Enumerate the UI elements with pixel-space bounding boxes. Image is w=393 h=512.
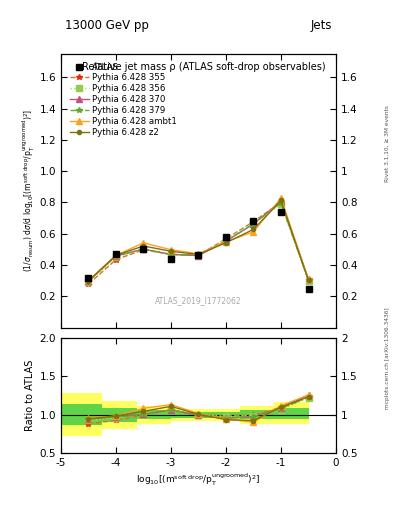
- ATLAS: [224, 234, 228, 240]
- Pythia 6.428 370: [251, 221, 256, 227]
- Text: 13000 GeV pp: 13000 GeV pp: [65, 19, 149, 32]
- Pythia 6.428 370: [114, 253, 118, 259]
- Pythia 6.428 z2: [279, 197, 283, 203]
- Pythia 6.428 370: [141, 246, 146, 252]
- Pythia 6.428 355: [114, 257, 118, 263]
- Pythia 6.428 356: [169, 251, 173, 258]
- Pythia 6.428 ambt1: [251, 229, 256, 235]
- ATLAS: [306, 286, 311, 292]
- Line: Pythia 6.428 355: Pythia 6.428 355: [86, 200, 311, 287]
- Text: Jets: Jets: [310, 19, 332, 32]
- Pythia 6.428 356: [279, 201, 283, 207]
- ATLAS: [251, 218, 256, 224]
- Pythia 6.428 ambt1: [196, 251, 201, 257]
- ATLAS: [114, 251, 118, 257]
- Pythia 6.428 z2: [251, 226, 256, 232]
- Pythia 6.428 ambt1: [114, 252, 118, 259]
- ATLAS: [169, 255, 173, 262]
- Pythia 6.428 379: [86, 278, 91, 284]
- Y-axis label: $(1/\sigma_{\rm resum})$ d$\sigma$/d log$_{10}$[(m$^{\rm soft\ drop}$/p$_{\rm T}: $(1/\sigma_{\rm resum})$ d$\sigma$/d log…: [20, 109, 37, 272]
- Pythia 6.428 z2: [224, 240, 228, 246]
- ATLAS: [141, 246, 146, 252]
- Pythia 6.428 z2: [196, 251, 201, 258]
- ATLAS: [196, 252, 201, 258]
- Pythia 6.428 370: [86, 278, 91, 284]
- Legend: ATLAS, Pythia 6.428 355, Pythia 6.428 356, Pythia 6.428 370, Pythia 6.428 379, P: ATLAS, Pythia 6.428 355, Pythia 6.428 35…: [68, 61, 179, 139]
- Line: Pythia 6.428 379: Pythia 6.428 379: [86, 200, 311, 284]
- Pythia 6.428 356: [251, 220, 256, 226]
- Pythia 6.428 355: [251, 219, 256, 225]
- Pythia 6.428 355: [169, 251, 173, 258]
- Pythia 6.428 379: [169, 251, 173, 258]
- Text: mcplots.cern.ch [arXiv:1306.3436]: mcplots.cern.ch [arXiv:1306.3436]: [385, 308, 389, 409]
- Pythia 6.428 z2: [141, 243, 146, 249]
- Pythia 6.428 z2: [114, 252, 118, 259]
- Line: Pythia 6.428 370: Pythia 6.428 370: [86, 199, 311, 284]
- X-axis label: log$_{10}$[(m$^{\mathrm{soft\ drop}}$/p$_\mathrm{T}^{\mathrm{ungroomed}}$)$^{2}$: log$_{10}$[(m$^{\mathrm{soft\ drop}}$/p$…: [136, 472, 261, 488]
- Text: ATLAS_2019_I1772062: ATLAS_2019_I1772062: [155, 296, 242, 305]
- Pythia 6.428 355: [279, 199, 283, 205]
- Pythia 6.428 370: [306, 276, 311, 283]
- Pythia 6.428 356: [224, 236, 228, 242]
- Pythia 6.428 355: [86, 281, 91, 287]
- Pythia 6.428 ambt1: [306, 276, 311, 283]
- Pythia 6.428 355: [306, 278, 311, 284]
- Pythia 6.428 356: [306, 278, 311, 284]
- Pythia 6.428 356: [114, 254, 118, 260]
- Pythia 6.428 370: [196, 252, 201, 259]
- Pythia 6.428 370: [169, 251, 173, 258]
- Pythia 6.428 z2: [169, 248, 173, 254]
- Pythia 6.428 z2: [86, 278, 91, 284]
- ATLAS: [279, 209, 283, 215]
- Pythia 6.428 379: [279, 200, 283, 206]
- Pythia 6.428 z2: [306, 278, 311, 284]
- Pythia 6.428 379: [306, 278, 311, 284]
- Pythia 6.428 379: [224, 238, 228, 244]
- Line: Pythia 6.428 ambt1: Pythia 6.428 ambt1: [86, 195, 311, 283]
- Pythia 6.428 379: [141, 246, 146, 252]
- Pythia 6.428 356: [141, 246, 146, 252]
- Pythia 6.428 356: [86, 279, 91, 285]
- Pythia 6.428 379: [196, 252, 201, 258]
- Line: Pythia 6.428 z2: Pythia 6.428 z2: [86, 198, 310, 283]
- Pythia 6.428 370: [224, 238, 228, 244]
- Pythia 6.428 355: [141, 247, 146, 253]
- Pythia 6.428 ambt1: [224, 239, 228, 245]
- Line: Pythia 6.428 356: Pythia 6.428 356: [86, 202, 311, 285]
- Pythia 6.428 356: [196, 252, 201, 258]
- Pythia 6.428 ambt1: [279, 195, 283, 201]
- Pythia 6.428 ambt1: [169, 247, 173, 253]
- Pythia 6.428 ambt1: [86, 278, 91, 284]
- Line: ATLAS: ATLAS: [85, 209, 312, 292]
- Text: Relative jet mass ρ (ATLAS soft-drop observables): Relative jet mass ρ (ATLAS soft-drop obs…: [82, 62, 326, 72]
- Pythia 6.428 355: [224, 236, 228, 242]
- Pythia 6.428 355: [196, 252, 201, 258]
- Text: Rivet 3.1.10, ≥ 3M events: Rivet 3.1.10, ≥ 3M events: [385, 105, 389, 182]
- Pythia 6.428 379: [114, 253, 118, 259]
- Pythia 6.428 379: [251, 221, 256, 227]
- Y-axis label: Ratio to ATLAS: Ratio to ATLAS: [25, 360, 35, 431]
- ATLAS: [86, 275, 91, 282]
- Pythia 6.428 ambt1: [141, 240, 146, 246]
- Pythia 6.428 370: [279, 198, 283, 204]
